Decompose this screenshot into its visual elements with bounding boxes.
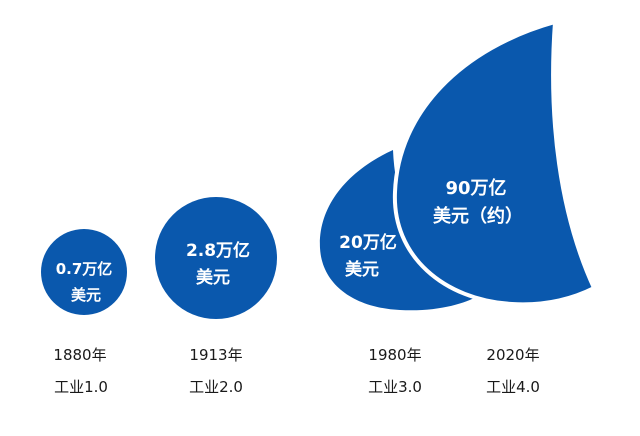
bubble-unit-1980: 美元 [345, 259, 379, 280]
bubble-unit-2020: 美元（约） [433, 205, 523, 227]
year-1980: 1980年 [368, 346, 421, 364]
bubble-value-2020: 90万亿 [445, 177, 506, 199]
stage-2020: 90万亿 美元（约） 2020年 工业4.0 [392, 19, 597, 396]
stage-1913: 2.8万亿 美元 1913年 工业2.0 [155, 197, 277, 396]
bubble-value-1880: 0.7万亿 [56, 260, 113, 278]
stage-label-industry-3: 工业3.0 [368, 378, 422, 396]
bubble-value-1913: 2.8万亿 [186, 240, 250, 261]
stage-label-industry-4: 工业4.0 [486, 378, 540, 396]
stage-label-industry-1: 工业1.0 [54, 378, 108, 396]
gdp-bubble-1880 [41, 229, 127, 315]
gdp-bubble-2020 [392, 19, 597, 307]
bubble-unit-1880: 美元 [71, 286, 101, 304]
year-1880: 1880年 [53, 346, 106, 364]
bubble-unit-1913: 美元 [196, 267, 230, 288]
stage-label-industry-2: 工业2.0 [189, 378, 243, 396]
bubble-value-1980: 20万亿 [339, 232, 397, 253]
year-2020: 2020年 [486, 346, 539, 364]
year-1913: 1913年 [189, 346, 242, 364]
gdp-bubble-1913 [155, 197, 277, 319]
stage-1880: 0.7万亿 美元 1880年 工业1.0 [41, 229, 127, 396]
